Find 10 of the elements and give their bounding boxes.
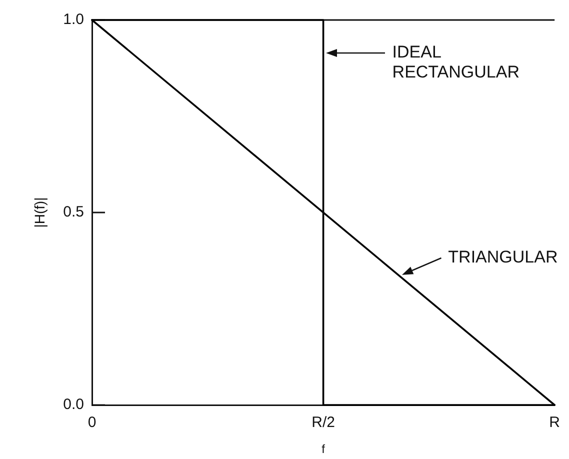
annotation: TRIANGULAR xyxy=(448,247,558,266)
annotation: IDEAL RECTANGULAR xyxy=(392,42,520,82)
y-tick-label: 0.0 xyxy=(63,396,84,414)
x-axis-title: f xyxy=(322,442,326,456)
x-tick-label: R/2 xyxy=(312,414,335,432)
x-tick-label: R xyxy=(549,414,560,432)
y-tick-label: 0.5 xyxy=(63,204,84,221)
y-axis-title: |H(f)| xyxy=(31,197,48,228)
y-tick-label: 1.0 xyxy=(63,11,84,28)
x-tick-label: 0 xyxy=(88,414,96,432)
